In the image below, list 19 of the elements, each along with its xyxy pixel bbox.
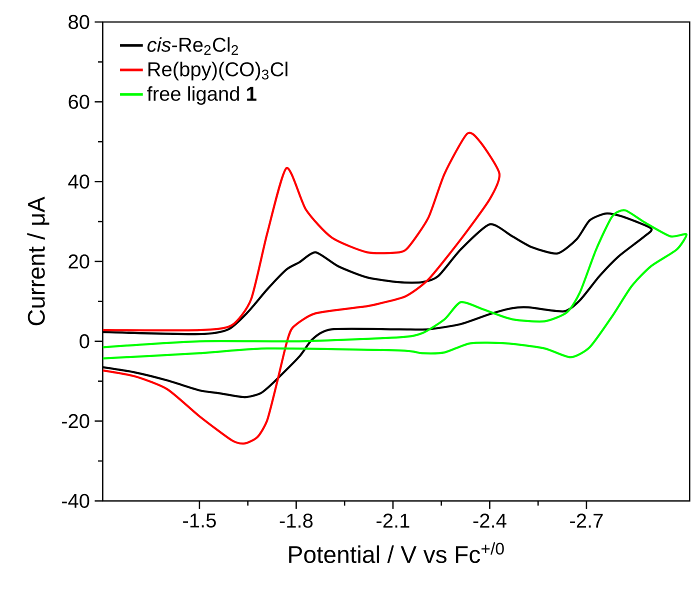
y-tick-label: 0 xyxy=(80,334,90,348)
x-tick-label: -1.5 xyxy=(183,514,216,528)
y-tick-label: 80 xyxy=(68,14,90,30)
legend-label: free ligand 1 xyxy=(147,86,256,105)
legend-label: Re(bpy)(CO)$_{3}$Cl xyxy=(148,62,288,80)
y-tick-label: 60 xyxy=(68,94,90,109)
line-series xyxy=(102,209,688,360)
x-tick-label: -1.8 xyxy=(280,514,313,528)
x-tick-label: -2.1 xyxy=(376,514,410,528)
x-axis-title: Potential / V vs Fc$^{+/0}$ xyxy=(289,542,504,564)
legend-label: cis-Re$_{2}$Cl$_{2}$ xyxy=(147,37,238,55)
line-series xyxy=(102,132,500,445)
y-axis-title: Current / μA xyxy=(27,196,50,326)
y-tick-label: 20 xyxy=(68,254,90,269)
y-tick-label: 40 xyxy=(68,174,90,189)
y-tick-label: -40 xyxy=(62,494,90,508)
x-tick-label: -2.7 xyxy=(570,514,603,528)
x-tick-label: -2.4 xyxy=(473,514,506,528)
y-tick-label: -20 xyxy=(62,414,90,428)
